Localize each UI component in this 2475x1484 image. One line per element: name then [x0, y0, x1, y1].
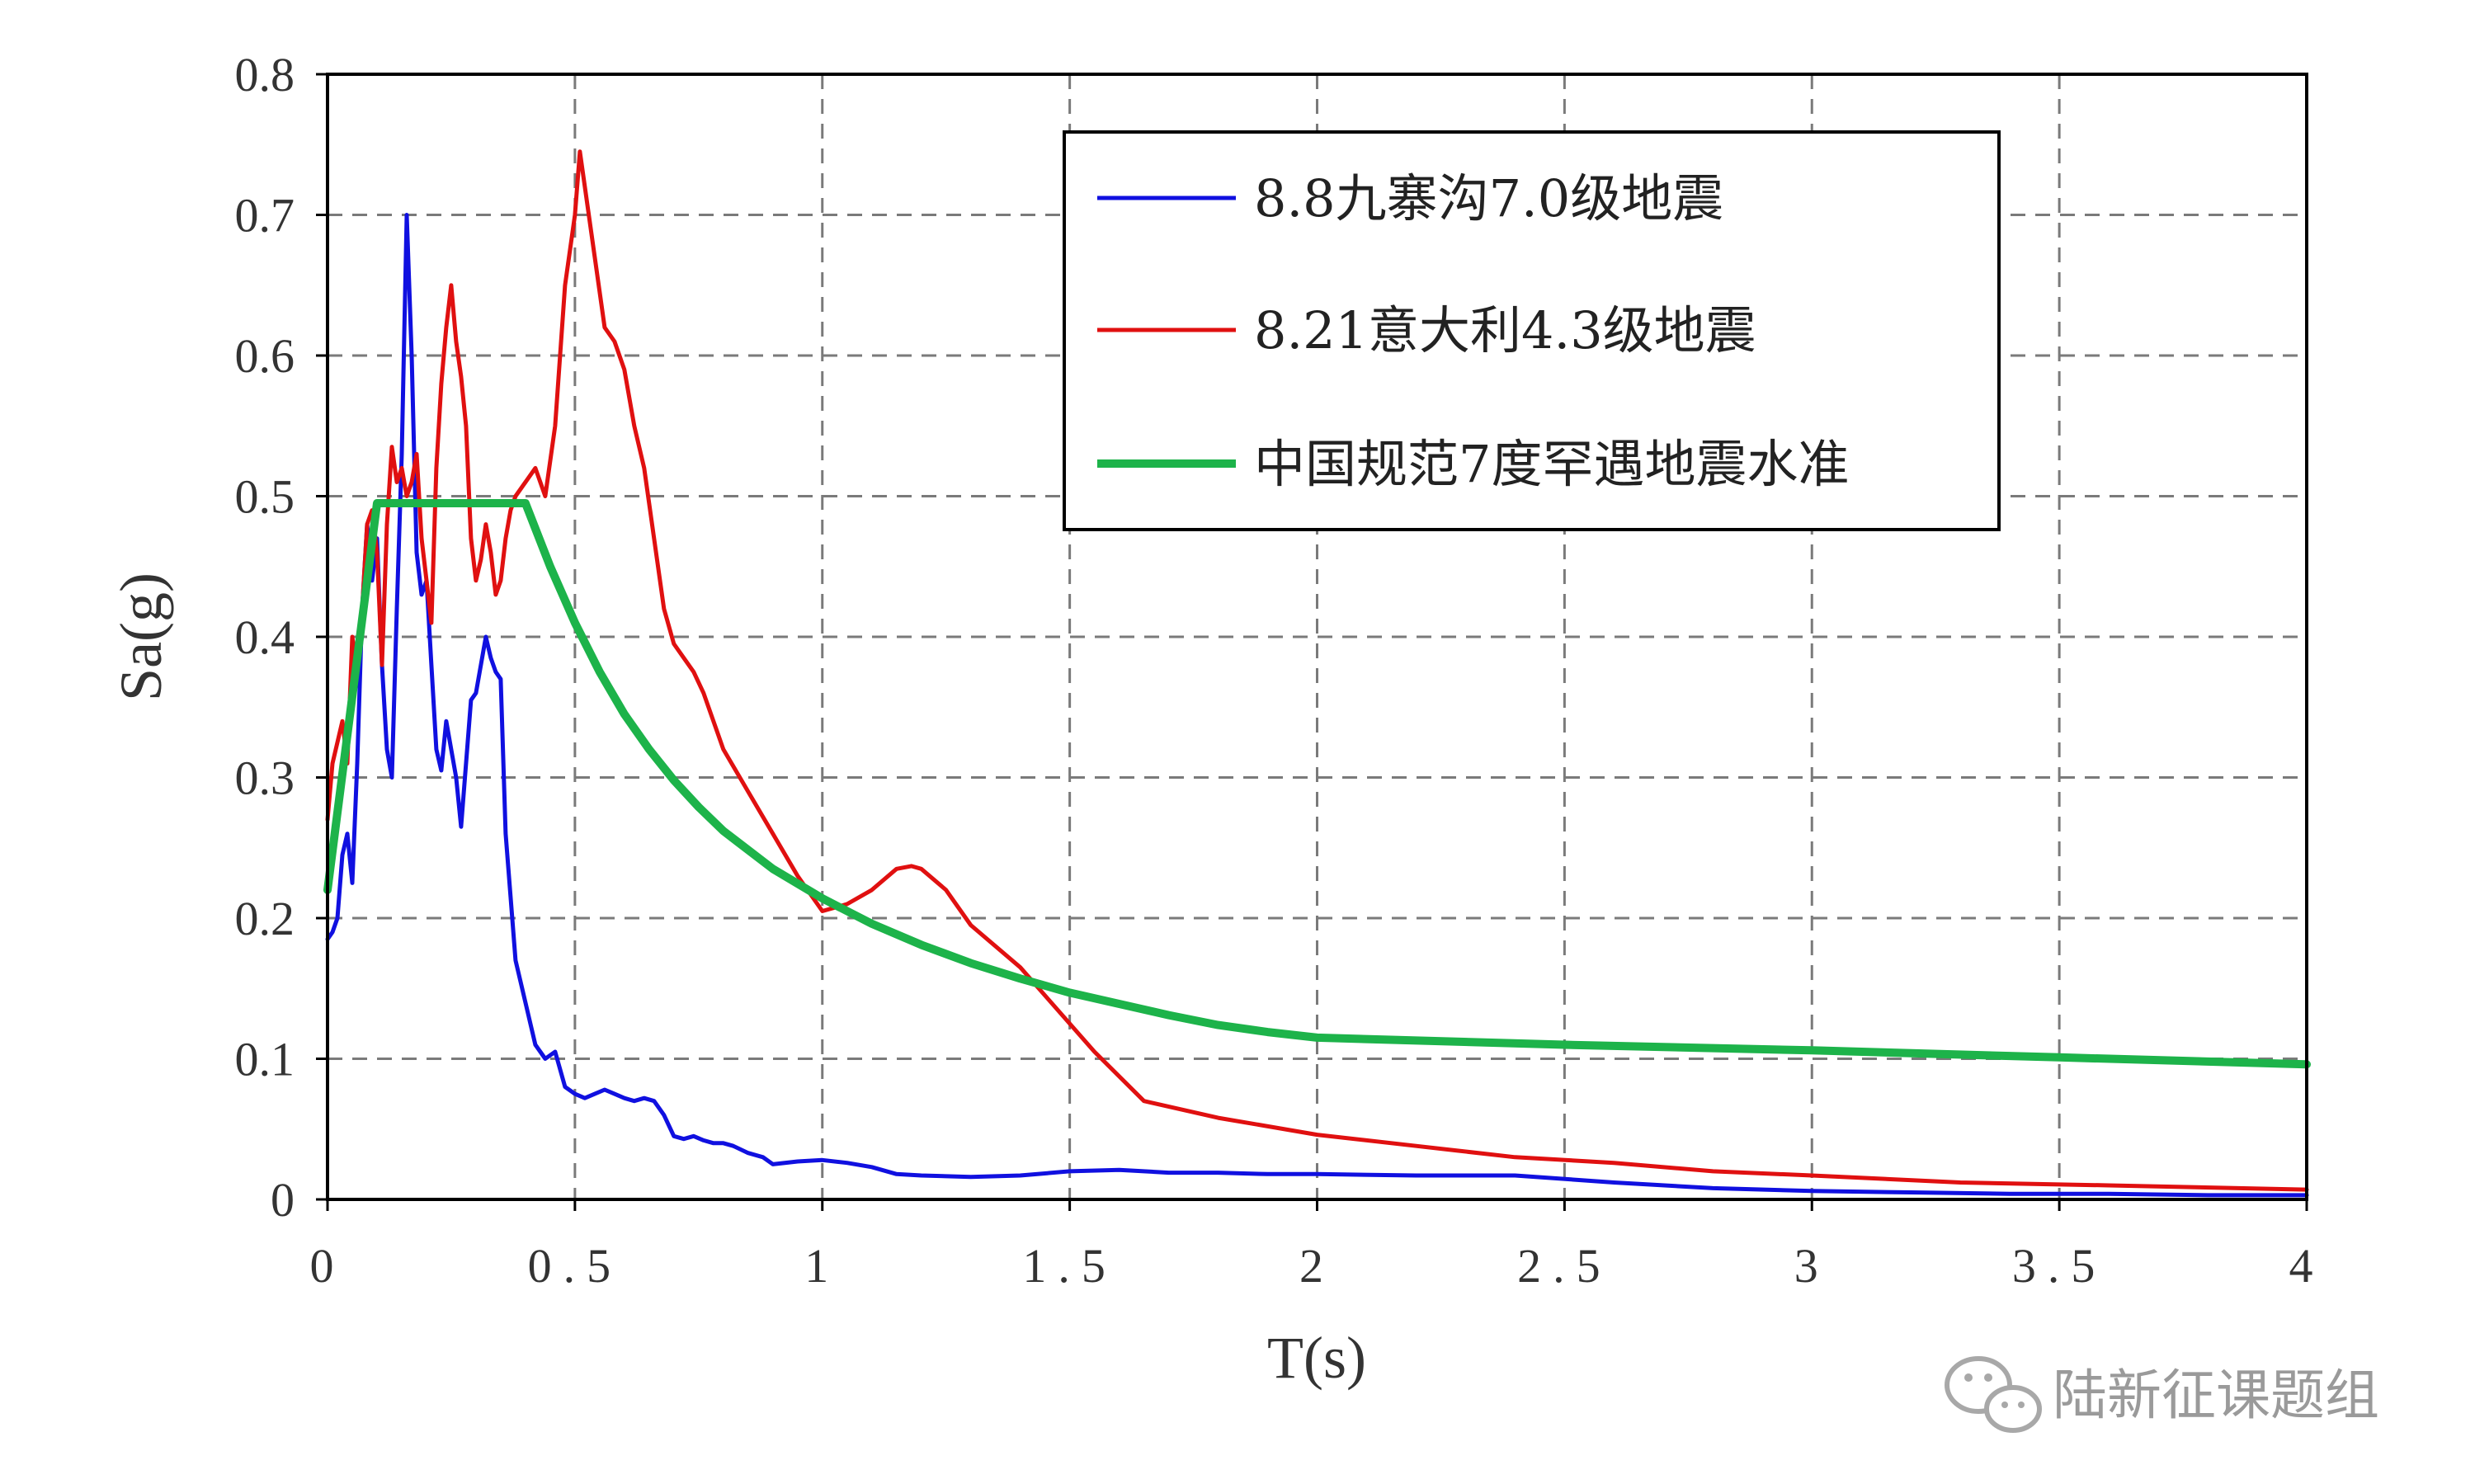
x-axis-title: T(s): [1267, 1325, 1366, 1391]
legend-label: 中国规范7度罕遇地震水准: [1254, 434, 1849, 494]
y-axis-title: Sa(g): [108, 572, 174, 701]
tick-marks: [316, 73, 2308, 1211]
series-lines: [323, 149, 2311, 1198]
series-line-italy: [325, 149, 2309, 1192]
y-tick-label: 0.3: [235, 751, 295, 805]
y-tick-label: 0.4: [235, 610, 295, 664]
y-tick-label: 0: [271, 1173, 295, 1227]
y-tick-label: 0.6: [235, 329, 295, 383]
series-line-china-code: [323, 499, 2311, 1069]
x-axis-tick-labels: 0 0.5 1 1.5 2 2.5 3 3.5 4: [310, 1239, 2325, 1293]
legend-label: 8.21意大利4.3级地震: [1254, 300, 1756, 360]
y-tick-label: 0.8: [235, 48, 295, 101]
legend-label: 8.8九寨沟7.0级地震: [1254, 168, 1723, 228]
x-tick-label: 1: [804, 1239, 840, 1293]
x-tick-label: 2: [1299, 1239, 1335, 1293]
y-axis-tick-labels: 0 0.1 0.2 0.3 0.4 0.5 0.6 0.7 0.8: [235, 48, 295, 1227]
y-tick-label: 0.7: [235, 189, 295, 243]
y-tick-label: 0.5: [235, 470, 295, 524]
x-tick-label: 0: [310, 1239, 346, 1293]
x-tick-label: 0.5: [528, 1239, 623, 1293]
wechat-icon: [1945, 1356, 2042, 1433]
x-tick-label: 4: [2289, 1239, 2325, 1293]
watermark: 陆新征课题组: [1945, 1356, 2379, 1433]
x-tick-label: 2.5: [1517, 1239, 1612, 1293]
x-tick-label: 3: [1794, 1239, 1830, 1293]
watermark-text: 陆新征课题组: [2053, 1364, 2379, 1427]
y-tick-label: 0.1: [235, 1033, 295, 1086]
y-tick-label: 0.2: [235, 892, 295, 945]
x-tick-label: 1.5: [1022, 1239, 1117, 1293]
x-tick-label: 3.5: [2012, 1239, 2107, 1293]
